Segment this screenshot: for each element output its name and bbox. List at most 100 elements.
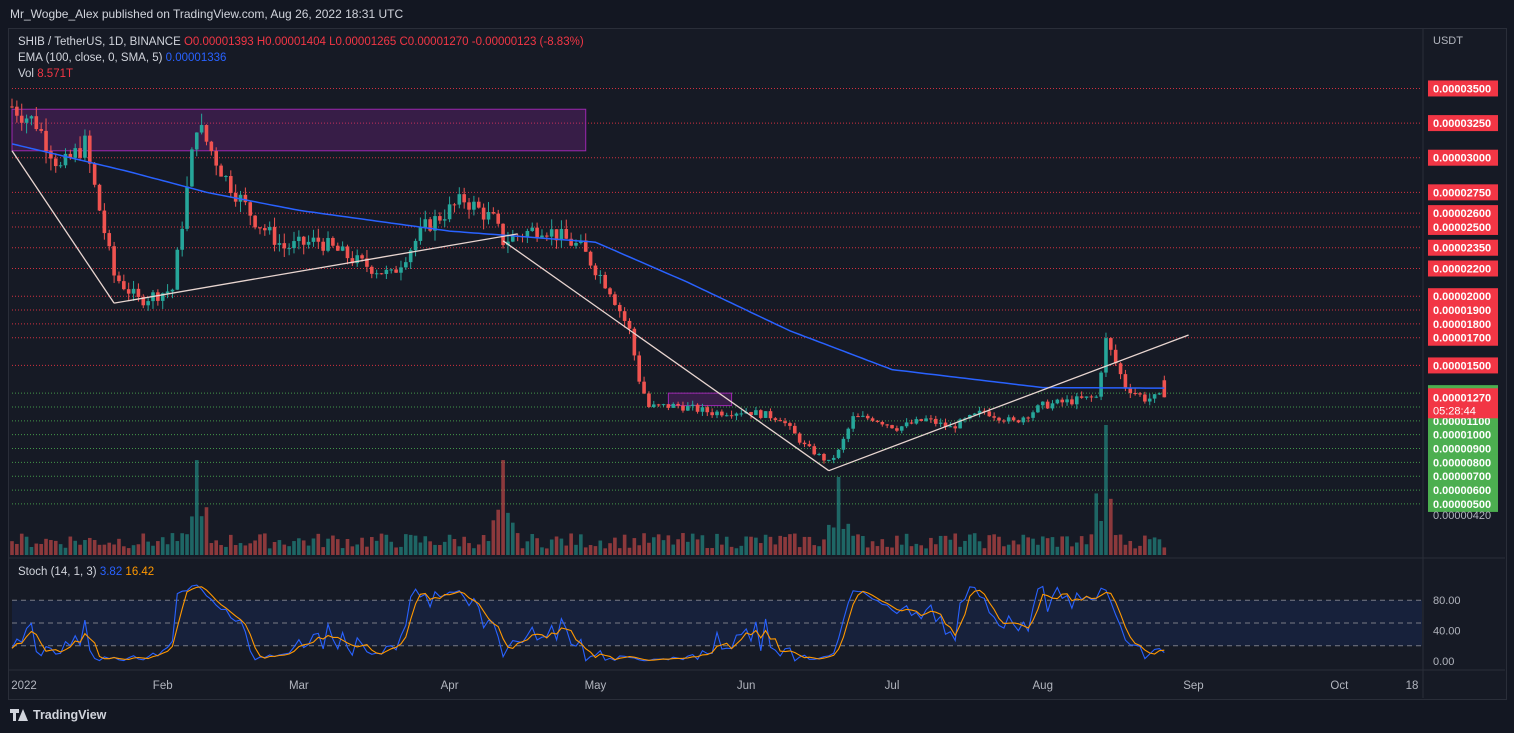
candle-body — [885, 424, 889, 426]
candle-body — [156, 292, 160, 301]
volume-bar — [68, 536, 73, 555]
candle-body — [433, 216, 437, 231]
volume-bar — [695, 539, 700, 555]
candle-body — [773, 418, 778, 421]
candle-body — [841, 438, 846, 450]
legend-stoch-row: Stoch (14, 1, 3) 3.82 16.42 — [18, 565, 154, 580]
candle-body — [792, 425, 797, 434]
volume-bar — [720, 544, 724, 555]
candle-body — [788, 423, 792, 426]
candle-body — [583, 240, 588, 252]
volume-bar — [899, 544, 904, 555]
volume-bar — [190, 516, 194, 555]
candle-body — [58, 165, 63, 167]
candle-body — [1055, 399, 1060, 404]
candle-body — [1040, 401, 1045, 406]
stoch-k-line — [11, 584, 1165, 662]
candle-body — [1109, 338, 1113, 350]
price-tag-bg-2 — [1428, 149, 1498, 166]
candle-body — [1128, 388, 1133, 394]
volume-bar — [856, 534, 860, 555]
volume-bar — [185, 534, 189, 555]
time-label-8: Sep — [1183, 680, 1203, 692]
stoch-axis-label-1: 40.00 — [1433, 626, 1461, 638]
candle-body — [783, 421, 787, 424]
volume-bar — [1050, 537, 1055, 555]
volume-bar — [608, 543, 612, 555]
candle-body — [447, 204, 452, 220]
trendline-1 — [113, 233, 518, 304]
candle-body — [418, 227, 423, 241]
price-tag-bg-17 — [1428, 440, 1498, 457]
volume-bar — [501, 460, 505, 555]
volume-bar — [953, 533, 958, 555]
volume-bar — [224, 546, 228, 555]
volume-bar — [34, 543, 39, 555]
candle-body — [506, 241, 510, 246]
volume-bar — [987, 535, 992, 555]
time-label-4: May — [585, 680, 607, 692]
candle-body — [695, 404, 700, 412]
legend-stoch-k: 3.82 — [99, 566, 123, 578]
volume-bar — [651, 537, 656, 555]
volume-bar — [15, 543, 19, 555]
price-label-8: 0.00002000 — [1433, 291, 1491, 303]
candle-body — [248, 202, 253, 216]
volume-bar — [394, 547, 398, 555]
volume-bar — [632, 538, 637, 555]
candle-body — [481, 207, 486, 220]
volume-bar — [258, 534, 262, 555]
volume-bar — [160, 537, 165, 555]
volume-bar — [272, 541, 277, 555]
candle-body — [1104, 338, 1108, 373]
candle-body — [797, 433, 802, 443]
candle-body — [39, 129, 43, 131]
candle-body — [428, 219, 432, 231]
volume-bar — [783, 536, 787, 555]
candle-body — [243, 194, 248, 203]
volume-bar — [681, 533, 685, 555]
volume-bar — [705, 548, 710, 555]
volume-bar — [112, 544, 116, 555]
candle-body — [661, 404, 666, 406]
candle-body — [549, 229, 554, 237]
volume-bar — [1089, 534, 1094, 555]
candle-body — [1162, 380, 1167, 398]
volume-bar — [1060, 536, 1065, 555]
volume-bar — [423, 536, 428, 555]
candle-body — [778, 420, 783, 422]
volume-bar — [933, 544, 938, 555]
volume-bar — [92, 540, 97, 555]
chart-panel[interactable] — [8, 28, 1507, 700]
candle-body — [496, 213, 501, 224]
volume-bar — [1147, 539, 1152, 555]
candle-body — [389, 269, 394, 271]
volume-bar — [418, 542, 423, 555]
candle-body — [467, 202, 471, 210]
tradingview-brand[interactable]: TradingView — [10, 708, 106, 722]
volume-bar — [345, 538, 350, 555]
candle-body — [335, 245, 340, 251]
price-label-19: 0.00000700 — [1433, 471, 1491, 483]
volume-bar — [671, 544, 676, 555]
candle-body — [365, 258, 369, 267]
candle-body — [924, 418, 928, 421]
candle-body — [53, 158, 58, 167]
candle-body — [486, 212, 491, 220]
candle-body — [510, 235, 515, 242]
candle-body — [374, 273, 379, 275]
candle-body — [530, 227, 535, 231]
candle-body — [1138, 393, 1142, 395]
volume-bar — [909, 546, 914, 555]
volume-bar — [350, 546, 355, 555]
volume-bar — [1099, 521, 1103, 555]
candle-body — [1074, 396, 1079, 405]
candle-body — [992, 416, 996, 418]
volume-bar — [540, 547, 544, 555]
stoch-d-line — [11, 586, 1165, 661]
candle-body — [642, 381, 646, 394]
volume-bar — [807, 536, 812, 555]
volume-bar — [214, 540, 219, 555]
volume-bar — [170, 533, 175, 555]
